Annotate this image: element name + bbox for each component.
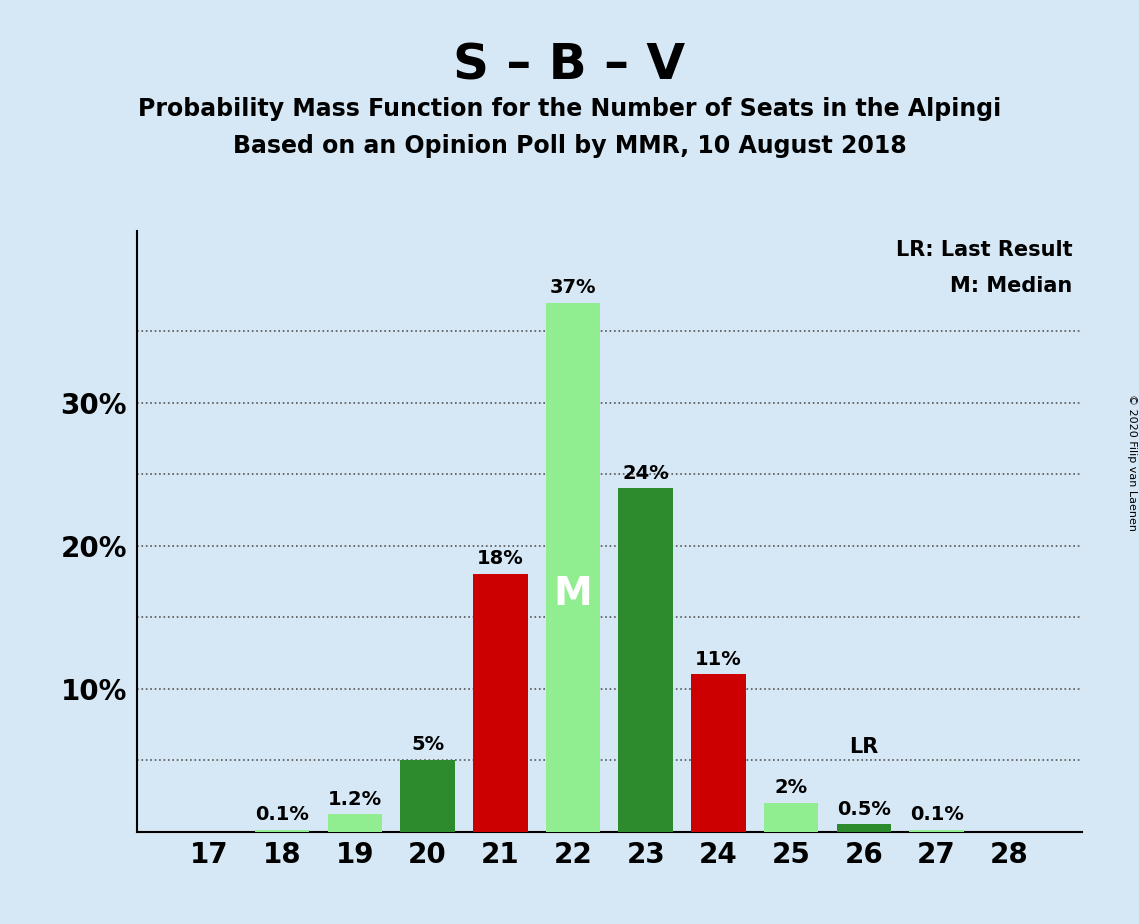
Bar	[837, 824, 891, 832]
Bar	[618, 489, 673, 832]
Text: 11%: 11%	[695, 650, 741, 669]
Text: 18%: 18%	[477, 550, 524, 568]
Text: 1.2%: 1.2%	[328, 790, 382, 808]
Text: 0.1%: 0.1%	[255, 806, 309, 824]
Text: Probability Mass Function for the Number of Seats in the Alpingi: Probability Mass Function for the Number…	[138, 97, 1001, 121]
Text: 5%: 5%	[411, 736, 444, 754]
Text: 0.5%: 0.5%	[837, 800, 891, 819]
Bar	[328, 814, 382, 832]
Text: 2%: 2%	[775, 778, 808, 797]
Text: LR: LR	[850, 737, 878, 758]
Bar	[691, 675, 746, 832]
Bar	[400, 760, 454, 832]
Text: © 2020 Filip van Laenen: © 2020 Filip van Laenen	[1126, 394, 1137, 530]
Bar	[546, 302, 600, 832]
Text: LR: Last Result: LR: Last Result	[896, 240, 1073, 260]
Text: S – B – V: S – B – V	[453, 42, 686, 90]
Text: M: M	[554, 575, 592, 613]
Text: 24%: 24%	[622, 464, 669, 482]
Text: Based on an Opinion Poll by MMR, 10 August 2018: Based on an Opinion Poll by MMR, 10 Augu…	[232, 134, 907, 158]
Text: 0.1%: 0.1%	[910, 806, 964, 824]
Bar	[909, 830, 964, 832]
Text: M: Median: M: Median	[950, 276, 1073, 296]
Bar	[764, 803, 819, 832]
Text: 37%: 37%	[550, 278, 596, 297]
Bar	[473, 574, 527, 832]
Bar	[255, 830, 310, 832]
